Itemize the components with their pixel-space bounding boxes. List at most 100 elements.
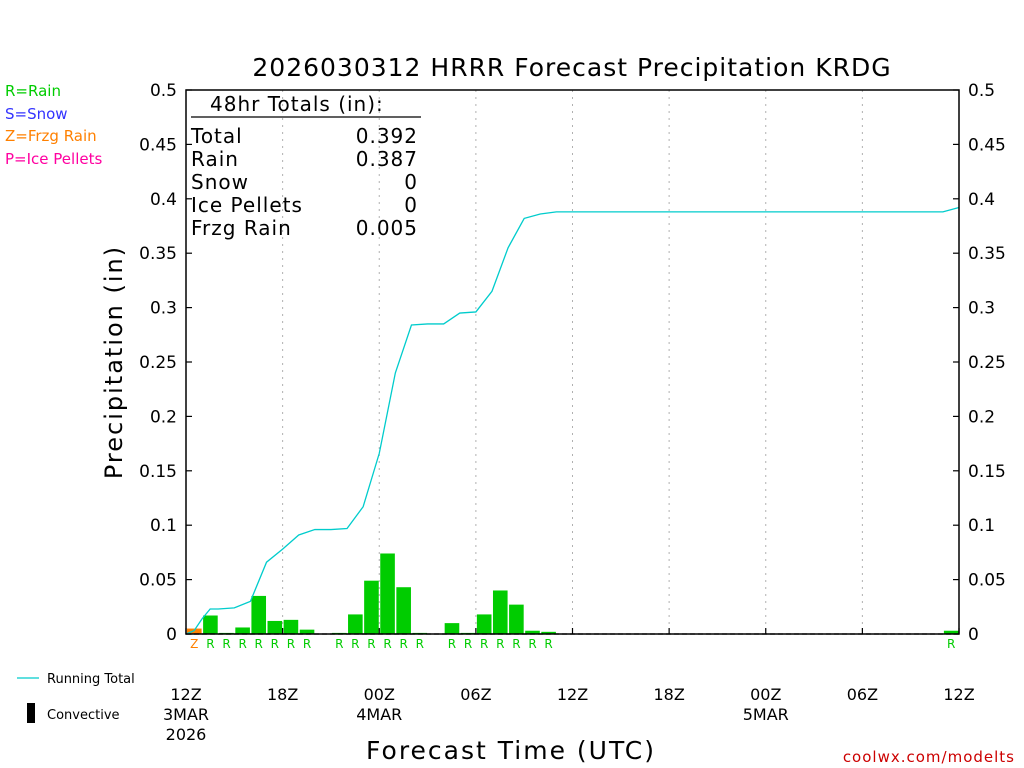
totals-header: 48hr Totals (in): bbox=[210, 92, 384, 116]
y-tick-label-right: 0.05 bbox=[968, 571, 1006, 591]
x-tick-label: 06Z bbox=[460, 685, 491, 704]
precip-bar bbox=[380, 553, 395, 634]
y-tick-label: 0 bbox=[166, 625, 177, 645]
precip-type-label: R bbox=[544, 637, 552, 651]
y-tick-label: 0.15 bbox=[139, 462, 177, 482]
precip-bar bbox=[541, 631, 556, 634]
x-tick-label: 18Z bbox=[267, 685, 298, 704]
precip-type-label: R bbox=[947, 637, 955, 651]
y-tick-label: 0.1 bbox=[150, 516, 177, 536]
y-tick-label-right: 0.35 bbox=[968, 244, 1006, 264]
x-tick-label: 12Z bbox=[557, 685, 588, 704]
precip-bar bbox=[283, 619, 299, 634]
x-tick-date: 4MAR bbox=[356, 705, 402, 724]
y-tick-label: 0.25 bbox=[139, 353, 177, 373]
precip-bar bbox=[525, 630, 540, 634]
totals-row-value: 0 bbox=[404, 170, 418, 194]
running-total-legend-label: Running Total bbox=[47, 672, 135, 687]
totals-row-label: Ice Pellets bbox=[191, 193, 303, 217]
legend-ice-pellets: P=Ice Pellets bbox=[5, 150, 103, 168]
x-tick-date: 5MAR bbox=[743, 705, 789, 724]
convective-legend-swatch bbox=[27, 703, 35, 723]
precip-type-label: R bbox=[367, 637, 375, 651]
precip-type-label: R bbox=[271, 637, 279, 651]
y-tick-label: 0.5 bbox=[150, 81, 177, 101]
precip-bar bbox=[348, 614, 363, 634]
x-tick-label: 12Z bbox=[170, 685, 201, 704]
precip-type-label: R bbox=[480, 637, 488, 651]
legend-snow: S=Snow bbox=[5, 105, 68, 123]
precip-type-label: R bbox=[448, 637, 456, 651]
totals-row-label: Total bbox=[190, 124, 243, 148]
precip-type-label: R bbox=[238, 637, 246, 651]
precip-type-label: R bbox=[206, 637, 214, 651]
x-tick-year: 2026 bbox=[166, 725, 207, 744]
precip-bar bbox=[299, 629, 315, 634]
precip-type-label: R bbox=[255, 637, 263, 651]
precip-bar bbox=[492, 590, 508, 634]
y-tick-label-right: 0.2 bbox=[968, 407, 995, 427]
totals-row-value: 0.387 bbox=[356, 147, 418, 171]
x-tick-label: 18Z bbox=[653, 685, 684, 704]
y-tick-label: 0.3 bbox=[150, 299, 177, 319]
precip-bar bbox=[267, 620, 283, 634]
totals-row-label: Frzg Rain bbox=[191, 216, 292, 240]
y-tick-label: 0.2 bbox=[150, 407, 177, 427]
precip-type-label: R bbox=[496, 637, 504, 651]
precip-bar bbox=[203, 615, 218, 634]
x-tick-label: 00Z bbox=[750, 685, 781, 704]
x-axis-label: Forecast Time (UTC) bbox=[366, 736, 656, 765]
x-tick-label: 12Z bbox=[943, 685, 974, 704]
totals-row-value: 0 bbox=[404, 193, 418, 217]
y-tick-label-right: 0.3 bbox=[968, 299, 995, 319]
precip-type-label: R bbox=[335, 637, 343, 651]
totals-row-value: 0.005 bbox=[356, 216, 418, 240]
precip-bar bbox=[444, 623, 460, 634]
precip-type-label: R bbox=[287, 637, 295, 651]
precip-bar bbox=[251, 595, 267, 634]
totals-row-value: 0.392 bbox=[356, 124, 418, 148]
legend-rain: R=Rain bbox=[5, 82, 61, 100]
y-tick-label-right: 0.45 bbox=[968, 135, 1006, 155]
gridlines bbox=[282, 90, 863, 634]
y-tick-label: 0.35 bbox=[139, 244, 177, 264]
y-tick-label: 0.45 bbox=[139, 135, 177, 155]
x-tick-label: 00Z bbox=[364, 685, 395, 704]
precip-type-label: R bbox=[464, 637, 472, 651]
convective-legend-label: Convective bbox=[47, 708, 120, 723]
totals-rows: Total 0.392 Rain 0.387 Snow 0 Ice Pellets 0 Frzg… bbox=[190, 124, 418, 240]
watermark: coolwx.com/modelts bbox=[843, 748, 1015, 766]
y-tick-label-right: 0.25 bbox=[968, 353, 1006, 373]
precip-type-label: Z bbox=[190, 637, 198, 651]
precip-bar bbox=[235, 627, 250, 634]
precip-type-label: R bbox=[416, 637, 424, 651]
y-axis-label: Precipitation (in) bbox=[100, 245, 128, 479]
precip-type-label: R bbox=[303, 637, 311, 651]
precip-bar bbox=[509, 604, 524, 634]
precip-type-label: R bbox=[528, 637, 536, 651]
chart-title: 2026030312 HRRR Forecast Precipitation K… bbox=[252, 53, 891, 82]
precip-type-label: R bbox=[222, 637, 230, 651]
running-total-line bbox=[185, 206, 960, 635]
precip-type-label: R bbox=[399, 637, 407, 651]
precip-bar bbox=[364, 580, 379, 634]
y-tick-label-right: 0.5 bbox=[968, 81, 995, 101]
y-tick-label-right: 0 bbox=[968, 625, 979, 645]
totals-row-label: Rain bbox=[191, 147, 239, 171]
y-tick-label-right: 0.15 bbox=[968, 462, 1006, 482]
y-tick-label-right: 0.4 bbox=[968, 190, 995, 210]
y-tick-label-right: 0.1 bbox=[968, 516, 995, 536]
y-tick-label: 0.4 bbox=[150, 190, 177, 210]
y-tick-label: 0.05 bbox=[139, 571, 177, 591]
precip-type-label: R bbox=[383, 637, 391, 651]
y-axis-left: 0 0.05 0.1 0.15 0.2 0.25 0.3 0.35 0.4 0.45 0.5 bbox=[139, 81, 192, 645]
x-tick-date: 3MAR bbox=[163, 705, 209, 724]
y-axis-right: 0 0.05 0.1 0.15 0.2 0.25 0.3 0.35 0.4 0.45 0.5 bbox=[953, 81, 1006, 645]
precip-type-label: R bbox=[351, 637, 359, 651]
precip-bar bbox=[943, 630, 959, 634]
precip-type-label: R bbox=[512, 637, 520, 651]
precip-bar bbox=[476, 614, 492, 634]
